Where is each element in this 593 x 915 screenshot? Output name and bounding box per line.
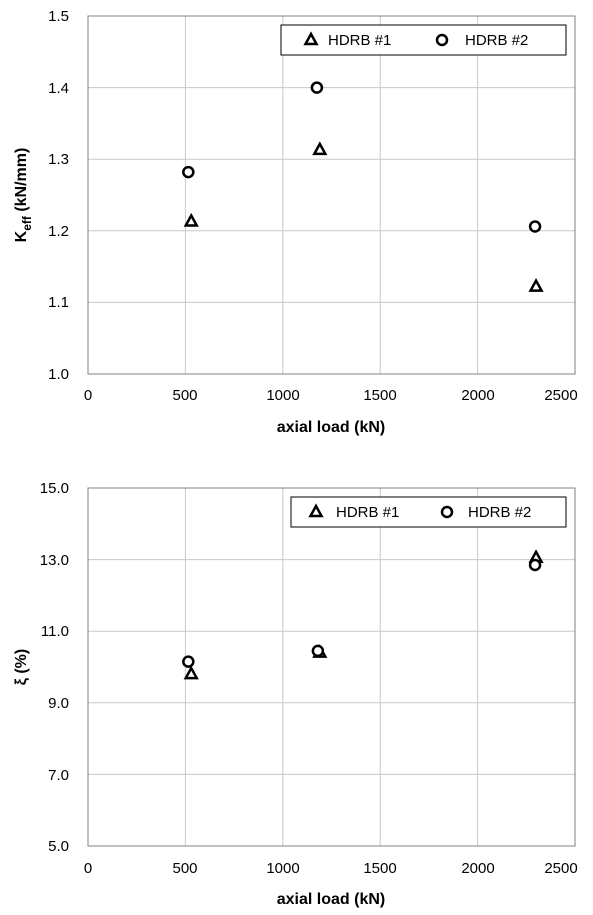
x-tick-label: 1500 xyxy=(363,860,396,877)
x-tick-label: 0 xyxy=(84,387,92,404)
x-axis-title: axial load (kN) xyxy=(277,419,385,436)
chart-keff: 1.0 1.1 1.2 1.3 1.4 1.5 0 500 1000 1500 … xyxy=(13,8,578,436)
data-point-circle xyxy=(528,220,542,233)
legend-box xyxy=(290,496,567,528)
data-points xyxy=(182,549,544,680)
gridlines xyxy=(88,488,575,846)
y-tick-label: 9.0 xyxy=(48,695,69,712)
legend-label: HDRB #2 xyxy=(468,504,531,521)
legend-label: HDRB #2 xyxy=(465,32,528,49)
plot-frame xyxy=(87,15,576,375)
chart-damping: 5.0 7.0 9.0 11.0 13.0 15.0 0 500 1000 15… xyxy=(13,480,578,908)
y-axis-title: ξ (%) xyxy=(13,649,30,685)
x-tick-label: 500 xyxy=(172,860,197,877)
y-tick-label: 1.3 xyxy=(48,151,69,168)
legend-marker-triangle xyxy=(303,31,319,46)
y-axis-title-sub: eff xyxy=(20,215,34,231)
y-tick-label: 1.1 xyxy=(48,294,69,311)
y-axis-title-rest: (kN/mm) xyxy=(13,148,30,216)
x-tick-label: 2500 xyxy=(544,860,577,877)
x-tick-labels: 0 500 1000 1500 2000 2500 xyxy=(84,860,578,877)
x-tick-label: 1000 xyxy=(266,860,299,877)
x-axis-title: axial load (kN) xyxy=(277,891,385,908)
y-tick-label: 1.0 xyxy=(48,366,69,383)
data-points xyxy=(182,81,544,292)
y-tick-labels: 5.0 7.0 9.0 11.0 13.0 15.0 xyxy=(40,480,69,855)
y-tick-label: 1.4 xyxy=(48,80,69,97)
data-point-circle xyxy=(528,558,542,572)
x-tick-label: 2500 xyxy=(544,387,577,404)
data-point-circle xyxy=(311,644,325,658)
x-tick-label: 1500 xyxy=(363,387,396,404)
x-tick-label: 1000 xyxy=(266,387,299,404)
data-point-triangle xyxy=(528,278,544,292)
legend: HDRB #1 HDRB #2 xyxy=(290,496,567,528)
data-point-circle xyxy=(182,165,195,179)
data-point-triangle xyxy=(183,665,199,680)
x-tick-labels: 0 500 1000 1500 2000 2500 xyxy=(84,387,578,404)
y-tick-label: 7.0 xyxy=(48,767,69,784)
y-tick-labels: 1.0 1.1 1.2 1.3 1.4 1.5 xyxy=(48,8,69,383)
legend-label: HDRB #1 xyxy=(336,504,399,521)
legend-marker-circle xyxy=(435,33,449,47)
y-axis-title: Keff (kN/mm) xyxy=(13,148,34,243)
data-point-circle xyxy=(182,655,195,668)
legend-label: HDRB #1 xyxy=(328,32,391,49)
y-tick-label: 15.0 xyxy=(40,480,69,497)
legend: HDRB #1 HDRB #2 xyxy=(280,24,567,56)
y-tick-label: 13.0 xyxy=(40,552,69,569)
data-point-triangle xyxy=(183,212,199,227)
data-point-circle xyxy=(310,81,324,94)
data-point-triangle xyxy=(312,141,328,156)
legend-box xyxy=(280,24,567,56)
legend-marker-circle xyxy=(440,505,454,519)
plot-frame xyxy=(87,487,576,847)
gridlines xyxy=(88,16,575,374)
y-tick-label: 1.5 xyxy=(48,8,69,25)
y-tick-label: 5.0 xyxy=(48,838,69,855)
legend-marker-triangle xyxy=(308,503,324,518)
x-tick-label: 0 xyxy=(84,860,92,877)
x-tick-label: 500 xyxy=(172,387,197,404)
y-tick-label: 11.0 xyxy=(41,623,69,640)
x-tick-label: 2000 xyxy=(461,860,494,877)
y-axis-title-main: K xyxy=(13,230,30,242)
x-tick-label: 2000 xyxy=(461,387,494,404)
y-tick-label: 1.2 xyxy=(48,223,69,240)
